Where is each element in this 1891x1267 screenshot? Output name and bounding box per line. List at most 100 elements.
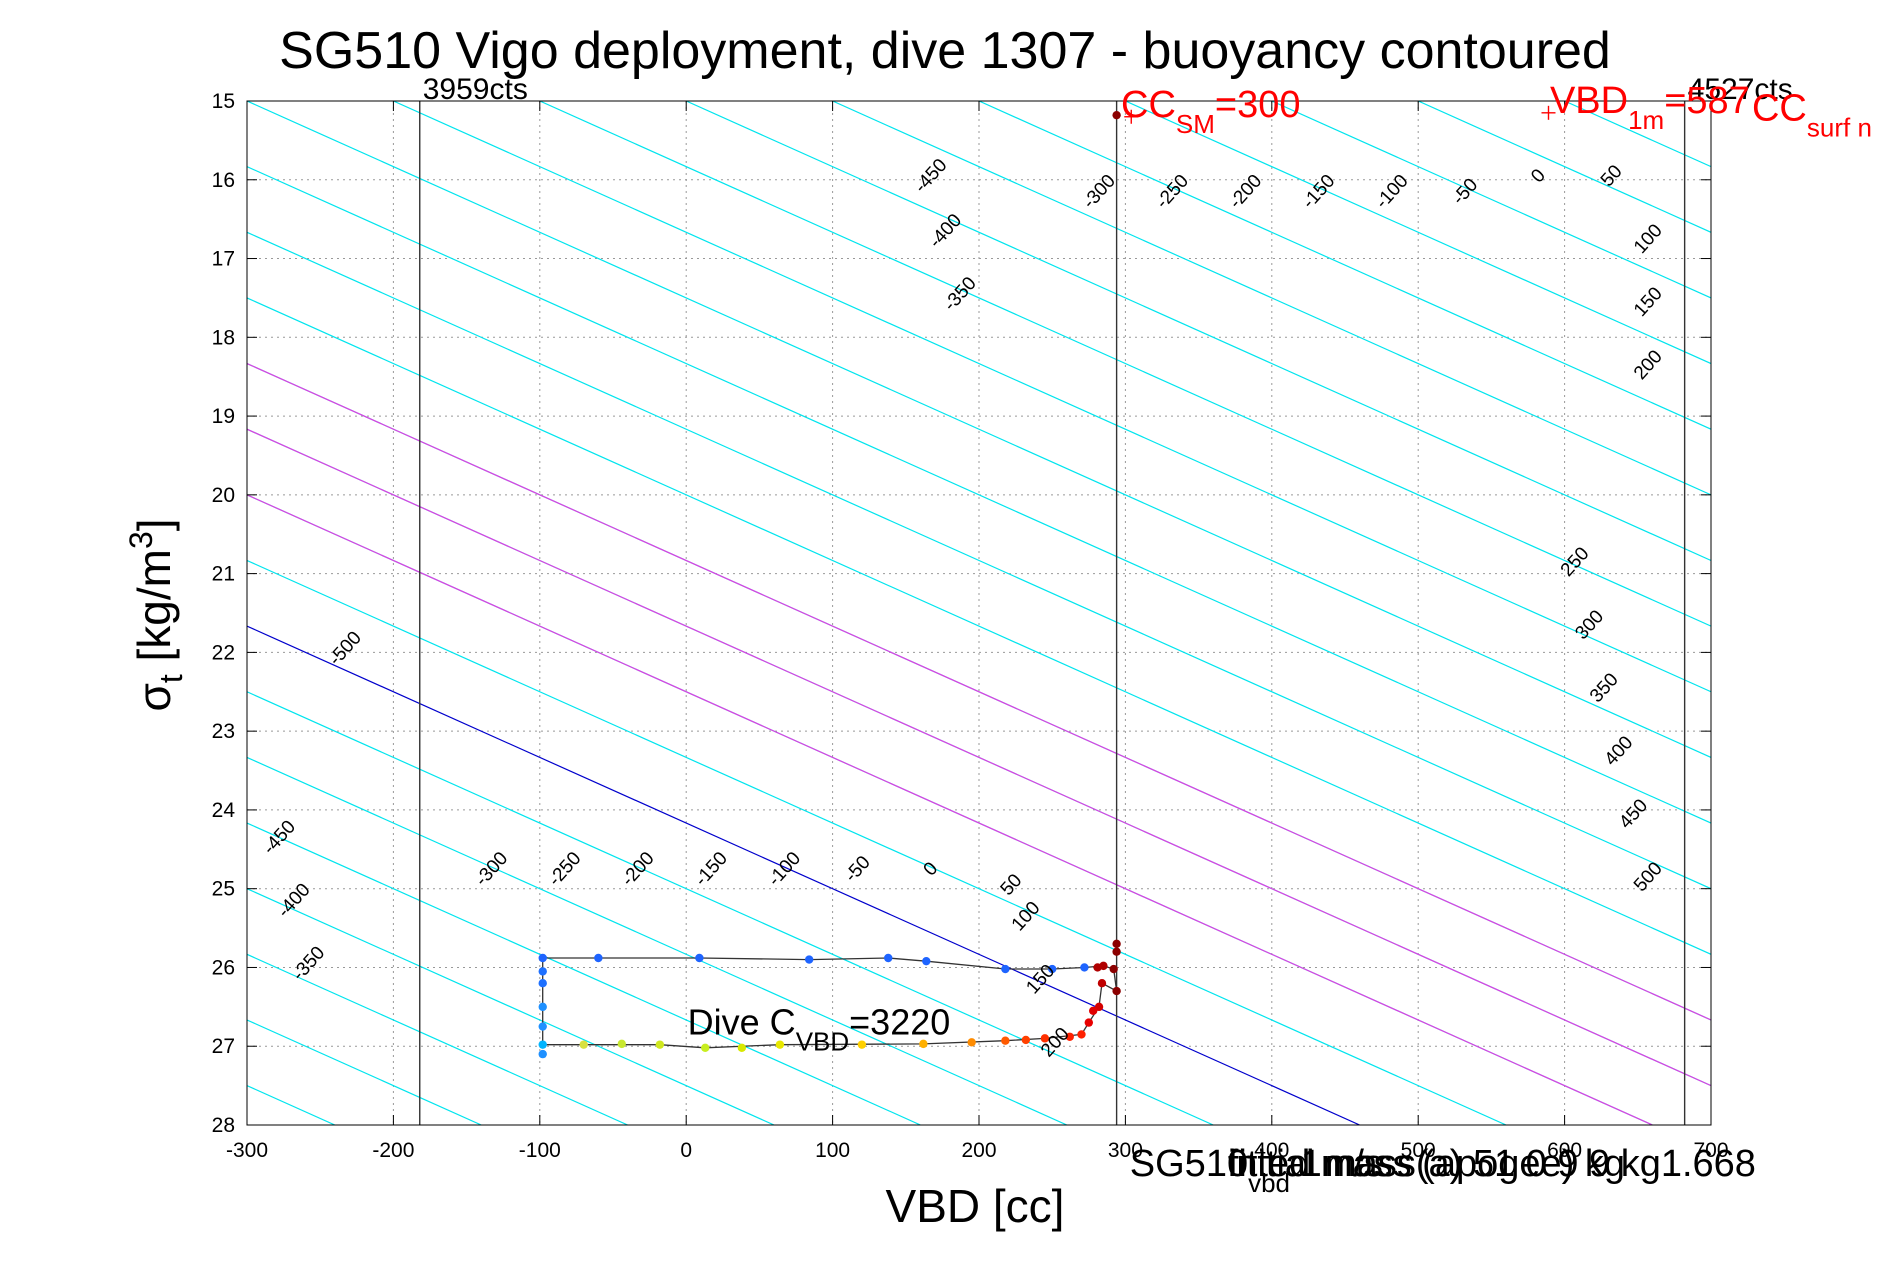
vbd-1m-label-value: =587 bbox=[1664, 80, 1750, 122]
y-tick-label: 15 bbox=[212, 90, 235, 113]
y-axis-label-close: ] bbox=[128, 518, 180, 531]
x-tick-label: 500 bbox=[1401, 1139, 1436, 1162]
contour-line bbox=[539, 101, 1711, 627]
data-point bbox=[1001, 1036, 1010, 1045]
y-tick-label: 17 bbox=[212, 248, 235, 271]
y-tick-label: 21 bbox=[212, 563, 235, 586]
data-point bbox=[538, 1022, 547, 1031]
contour-line bbox=[247, 691, 1214, 1125]
contour-line bbox=[247, 559, 1507, 1125]
data-point bbox=[1097, 979, 1107, 988]
data-point bbox=[1099, 961, 1108, 971]
y-tick-label: 24 bbox=[212, 799, 236, 822]
bottom-overlap-label-3-value: initial mass(a) 51 0 9 9 kg1.668 bbox=[1228, 1143, 1756, 1185]
data-point bbox=[1088, 1006, 1098, 1015]
contour-line-highlight bbox=[247, 494, 1653, 1125]
chart-title: SG510 Vigo deployment, dive 1307 - buoya… bbox=[279, 22, 1611, 80]
y-tick-label: 19 bbox=[212, 405, 235, 428]
bottom-overlap-label-main: SG510 bbox=[1130, 1143, 1248, 1185]
cc-sm-label: CCSM=300 bbox=[1121, 84, 1300, 139]
data-point bbox=[538, 1040, 547, 1049]
cc-surf-label: CCsurf n bbox=[1752, 88, 1872, 143]
contour-line bbox=[247, 101, 1711, 759]
data-point bbox=[538, 979, 547, 988]
x-tick-label: 300 bbox=[1108, 1139, 1143, 1162]
bottom-overlap-label-sub: vbd bbox=[1248, 1168, 1290, 1198]
x-tick-label: 600 bbox=[1547, 1139, 1582, 1162]
vbd-1m-label: VBD1m=587 bbox=[1550, 80, 1750, 135]
x-tick-label: 400 bbox=[1254, 1139, 1289, 1162]
data-point bbox=[1112, 986, 1121, 996]
cc-sm-label-value: =300 bbox=[1215, 84, 1301, 126]
contour-line bbox=[832, 101, 1711, 496]
data-point bbox=[538, 1002, 547, 1012]
y-axis-label-superscript: 3 bbox=[123, 531, 159, 549]
contour-line-zero bbox=[247, 625, 1360, 1125]
contour-line bbox=[1125, 101, 1711, 365]
data-point bbox=[737, 1043, 747, 1053]
data-point bbox=[775, 1040, 785, 1049]
data-point bbox=[919, 1039, 928, 1049]
contour-line bbox=[1271, 101, 1711, 299]
data-point bbox=[1109, 964, 1118, 974]
y-tick-label: 28 bbox=[212, 1114, 235, 1137]
data-point bbox=[695, 953, 704, 963]
data-point bbox=[701, 1043, 710, 1053]
data-point bbox=[857, 1040, 867, 1049]
data-point bbox=[655, 1040, 665, 1049]
contour-line-highlight bbox=[247, 428, 1711, 1087]
cc-sm-label-main: CC bbox=[1121, 84, 1176, 126]
contour-line bbox=[247, 756, 1068, 1125]
bottom-overlap-label-value: 1m/s: bbox=[1290, 1143, 1393, 1185]
data-point bbox=[538, 1049, 547, 1059]
contour-line bbox=[247, 888, 775, 1125]
data-point bbox=[617, 1039, 626, 1049]
contour-line bbox=[247, 822, 921, 1125]
contour-line bbox=[247, 231, 1711, 890]
data-point bbox=[884, 953, 893, 963]
y-tick-label: 26 bbox=[212, 956, 235, 979]
y-tick-label: 25 bbox=[212, 878, 235, 901]
x-tick-label: 200 bbox=[961, 1139, 996, 1162]
bottom-overlap-label-2: fitted mass (apogee) kg bbox=[1228, 1143, 1625, 1185]
data-point bbox=[1084, 1018, 1094, 1027]
data-point bbox=[1065, 1032, 1074, 1041]
contour-line-highlight bbox=[247, 362, 1711, 1021]
x-tick-label: -100 bbox=[519, 1139, 561, 1162]
cc-sm-label-sub: SM bbox=[1176, 109, 1215, 139]
x-axis-label: VBD [cc] bbox=[886, 1180, 1065, 1232]
contour-line bbox=[247, 165, 1711, 824]
y-axis-label-subscript: t bbox=[153, 674, 189, 683]
contour-line bbox=[978, 101, 1711, 430]
dive-c-label: Dive CVBD=3220 bbox=[688, 1001, 951, 1056]
data-point bbox=[967, 1038, 976, 1047]
data-point bbox=[538, 967, 547, 976]
contour-line bbox=[393, 101, 1711, 693]
bottom-overlap-label-3: initial mass(a) 51 0 9 9 kg1.668 bbox=[1228, 1143, 1756, 1185]
data-point bbox=[1021, 1035, 1031, 1045]
cc-surf-label-sub: surf n bbox=[1807, 113, 1872, 143]
data-point bbox=[1040, 1034, 1050, 1043]
y-tick-label: 23 bbox=[212, 720, 235, 743]
data-point bbox=[1048, 964, 1057, 974]
y-axis-label-units: [kg/m bbox=[128, 549, 180, 674]
data-point bbox=[1080, 963, 1089, 972]
y-tick-label: 27 bbox=[212, 1035, 235, 1058]
x-tick-label: 100 bbox=[815, 1139, 850, 1162]
data-point bbox=[579, 1040, 588, 1049]
dive-c-label-main: Dive C bbox=[688, 1001, 796, 1042]
dive-c-label-value: =3220 bbox=[849, 1001, 950, 1042]
y-tick-label: 18 bbox=[212, 326, 235, 349]
data-point bbox=[1112, 947, 1121, 956]
vbd-1m-label-main: VBD bbox=[1550, 80, 1628, 122]
data-point bbox=[922, 956, 931, 966]
vbd-1m-label-sub: 1m bbox=[1628, 105, 1664, 135]
y-tick-label: 16 bbox=[212, 169, 235, 192]
data-point bbox=[804, 955, 814, 964]
x-tick-label: -300 bbox=[226, 1139, 268, 1162]
y-tick-label: 20 bbox=[212, 484, 235, 507]
y-axis-label-symbol: σ bbox=[128, 683, 180, 711]
